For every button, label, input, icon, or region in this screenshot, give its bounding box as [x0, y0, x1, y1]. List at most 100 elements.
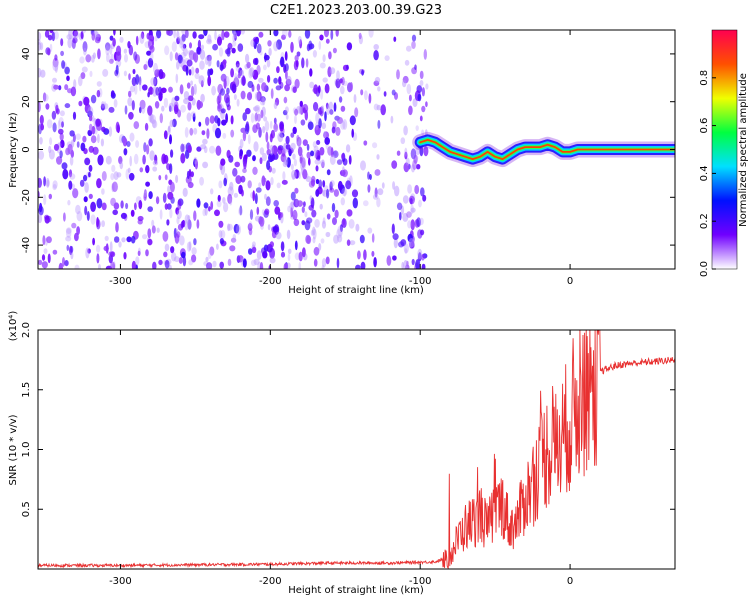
heatmap-cell — [220, 88, 225, 96]
heatmap-cell — [101, 220, 105, 228]
heatmap-cell — [164, 203, 168, 210]
heatmap-cell — [245, 121, 250, 132]
heatmap-cell — [116, 172, 122, 178]
heatmap-cell — [261, 209, 265, 216]
x-tick-label: -200 — [259, 576, 282, 587]
heatmap-cell — [330, 30, 334, 41]
heatmap-cell — [341, 188, 348, 196]
heatmap-cell — [160, 87, 167, 94]
heatmap-cell — [391, 89, 396, 96]
heatmap-cell — [404, 59, 410, 66]
heatmap-cell — [308, 157, 311, 166]
heatmap-cell — [193, 83, 197, 95]
heatmap-cell — [294, 55, 299, 62]
heatmap-cell — [355, 223, 360, 232]
heatmap-cell — [92, 237, 95, 246]
heatmap-cell — [346, 42, 353, 51]
heatmap-cell — [235, 175, 242, 185]
heatmap-cell — [301, 157, 306, 168]
heatmap-cell — [376, 154, 380, 160]
heatmap-cell — [97, 133, 100, 144]
heatmap-cell — [128, 111, 134, 120]
heatmap-cell — [280, 212, 284, 218]
heatmap-cell — [43, 176, 46, 187]
heatmap-cell — [51, 31, 56, 42]
x-tick-label: 0 — [567, 576, 573, 587]
heatmap-cell — [254, 215, 261, 222]
heatmap-cell — [74, 264, 80, 269]
heatmap-cell — [133, 51, 138, 61]
heatmap-cell — [52, 60, 59, 72]
heatmap-cell — [202, 138, 208, 145]
heatmap-cell — [234, 76, 238, 83]
heatmap-cell — [333, 234, 339, 244]
heatmap-cell — [65, 235, 72, 242]
heatmap-cell — [143, 64, 148, 70]
heatmap-cell — [374, 187, 378, 198]
heatmap-cell — [228, 155, 234, 163]
heatmap-cell — [104, 235, 109, 241]
heatmap-cell — [232, 234, 236, 240]
heatmap-cell — [110, 197, 116, 207]
heatmap-cell — [113, 30, 116, 36]
heatmap-cell — [402, 195, 409, 204]
heatmap-cell — [299, 39, 303, 49]
heatmap-cell — [256, 113, 261, 122]
heatmap-cell — [209, 145, 216, 154]
heatmap-cell — [170, 149, 174, 158]
heatmap-cell — [233, 94, 237, 100]
heatmap-cell — [62, 257, 65, 267]
heatmap-cell — [294, 108, 299, 116]
heatmap-cell — [318, 40, 322, 51]
heatmap-cell — [349, 115, 356, 126]
heatmap-cell — [179, 84, 184, 95]
heatmap-cell — [360, 261, 366, 269]
heatmap-cell — [363, 249, 367, 261]
heatmap-cell — [89, 70, 93, 77]
heatmap-cell — [85, 54, 92, 63]
heatmap-cell — [421, 253, 425, 261]
heatmap-cell — [266, 141, 270, 150]
heatmap-cell — [97, 48, 101, 60]
spectrogram-x-ticks: -300 -200 -100 0 — [109, 30, 573, 287]
heatmap-cell — [193, 52, 199, 63]
x-tick-label: 0 — [567, 276, 573, 287]
heatmap-cell — [269, 257, 276, 264]
heatmap-cell — [143, 190, 147, 198]
heatmap-cell — [110, 173, 115, 181]
heatmap-cell — [46, 30, 50, 36]
heatmap-cell — [269, 241, 274, 248]
heatmap-cell — [188, 241, 192, 251]
heatmap-cell — [186, 170, 190, 180]
heatmap-cell — [81, 30, 87, 34]
heatmap-cell — [276, 182, 281, 189]
heatmap-cell — [368, 30, 374, 38]
heatmap-cell — [318, 118, 322, 129]
heatmap-cell — [285, 114, 289, 120]
heatmap-cell — [247, 180, 252, 189]
heatmap-cell — [376, 104, 381, 111]
heatmap-cell — [155, 86, 160, 96]
heatmap-cell — [403, 125, 408, 136]
heatmap-cell — [158, 175, 162, 181]
heatmap-cell — [49, 30, 54, 34]
heatmap-cell — [234, 161, 240, 168]
heatmap-cell — [333, 102, 337, 112]
heatmap-cell — [52, 77, 57, 83]
heatmap-cell — [258, 31, 264, 38]
heatmap-cells — [38, 30, 429, 269]
heatmap-cell — [219, 261, 224, 269]
heatmap-cell — [232, 40, 237, 47]
heatmap-cell — [265, 131, 269, 143]
heatmap-cell — [66, 75, 70, 82]
heatmap-cell — [364, 90, 368, 101]
heatmap-cell — [182, 187, 188, 197]
heatmap-cell — [235, 63, 240, 72]
heatmap-cell — [313, 145, 319, 153]
heatmap-cell — [66, 34, 72, 40]
heatmap-cell — [252, 36, 259, 43]
heatmap-cell — [252, 155, 256, 162]
heatmap-cell — [76, 141, 80, 148]
heatmap-cell — [273, 30, 279, 37]
heatmap-cell — [139, 167, 144, 173]
